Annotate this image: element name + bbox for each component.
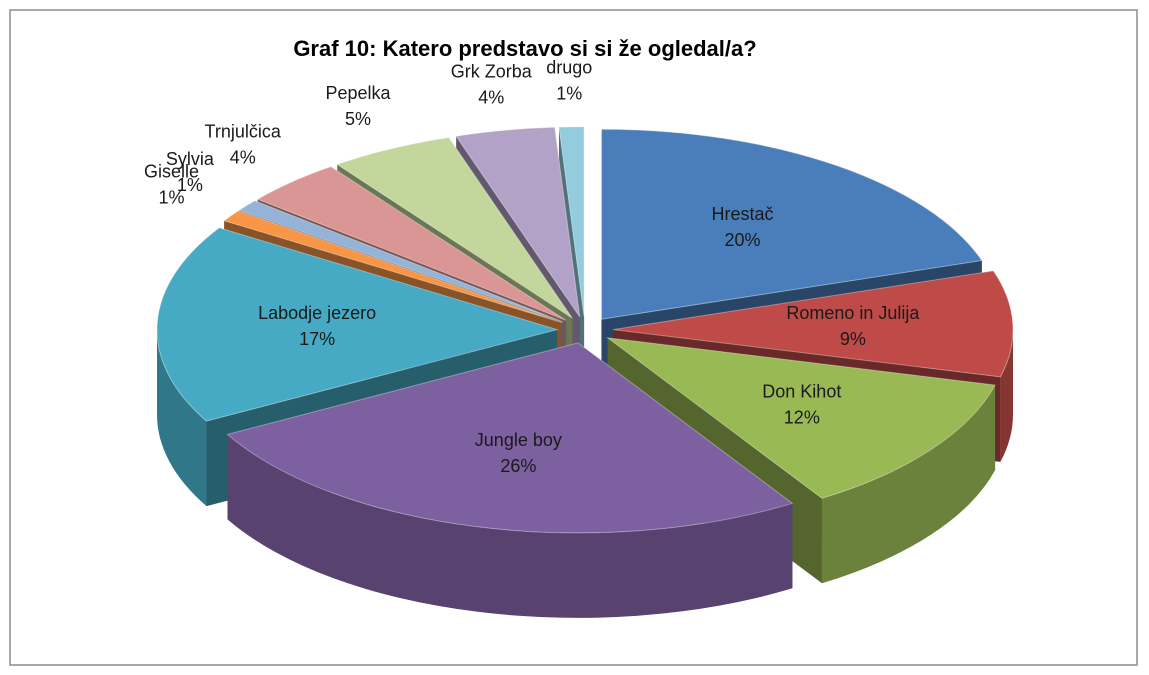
value-label: 4% bbox=[478, 87, 504, 107]
slice-side bbox=[1000, 329, 1013, 462]
slice-side bbox=[157, 329, 207, 507]
category-label: drugo bbox=[546, 57, 592, 77]
value-label: 20% bbox=[725, 230, 761, 250]
value-label: 26% bbox=[500, 456, 536, 476]
category-label: Romeno in Julija bbox=[786, 303, 920, 323]
slice bbox=[156, 227, 559, 422]
chart-title: Graf 10: Katero predstavo si si že ogled… bbox=[293, 36, 756, 61]
value-label: 1% bbox=[158, 187, 184, 207]
value-label: 17% bbox=[299, 329, 335, 349]
slice bbox=[226, 342, 794, 534]
category-label: Jungle boy bbox=[475, 430, 562, 450]
slice bbox=[256, 166, 567, 321]
value-label: 9% bbox=[840, 329, 866, 349]
slice bbox=[238, 200, 564, 323]
slice bbox=[336, 136, 573, 319]
slice bbox=[612, 270, 1014, 378]
value-label: 12% bbox=[784, 408, 820, 428]
category-label: Giselle bbox=[144, 161, 199, 181]
category-label: Labodje jezero bbox=[258, 303, 376, 323]
slice bbox=[600, 128, 983, 320]
value-label: 5% bbox=[345, 109, 371, 129]
slice bbox=[223, 210, 563, 324]
slice-side bbox=[821, 385, 996, 584]
slice bbox=[558, 126, 585, 317]
category-label: Don Kihot bbox=[762, 382, 841, 402]
slice bbox=[455, 126, 581, 318]
category-label: Hrestač bbox=[712, 204, 774, 224]
value-label: 1% bbox=[556, 83, 582, 103]
slice-side bbox=[227, 434, 793, 618]
category-label: Sylvia bbox=[166, 149, 215, 169]
value-label: 4% bbox=[230, 148, 256, 168]
value-label: 1% bbox=[177, 175, 203, 195]
slice-tops bbox=[156, 126, 1014, 534]
category-label: Pepelka bbox=[325, 83, 391, 103]
category-label: Trnjulčica bbox=[205, 122, 282, 142]
labels: Hrestač 20% Romeno in Julija 9% Don Kihot 12%… bbox=[144, 57, 920, 476]
slice bbox=[605, 337, 996, 499]
category-label: Grk Zorba bbox=[451, 61, 533, 81]
